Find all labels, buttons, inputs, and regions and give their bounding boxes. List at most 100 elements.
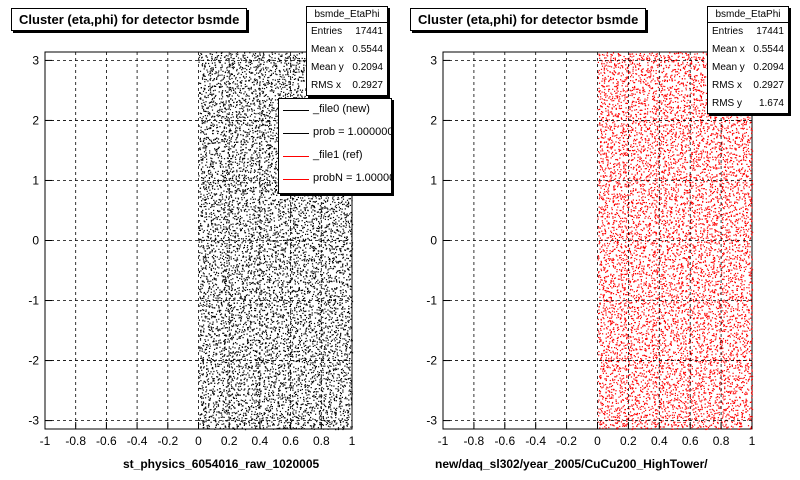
data-point	[246, 214, 248, 216]
data-point	[263, 331, 265, 333]
data-point	[255, 150, 257, 152]
data-point	[245, 98, 247, 100]
data-point	[206, 303, 208, 305]
data-point	[245, 76, 247, 78]
data-point	[212, 392, 214, 394]
data-point	[275, 83, 277, 85]
data-point	[217, 180, 219, 182]
data-point	[262, 189, 264, 191]
data-point	[279, 287, 281, 289]
data-point	[201, 177, 203, 179]
data-point	[262, 235, 264, 237]
data-point	[265, 169, 267, 171]
data-point	[229, 66, 231, 68]
data-point	[203, 292, 205, 294]
data-point	[277, 296, 279, 298]
data-point	[243, 165, 245, 167]
data-point	[234, 91, 236, 93]
data-point	[243, 163, 245, 165]
data-point	[204, 129, 206, 131]
data-point	[247, 116, 249, 118]
data-point	[217, 82, 219, 84]
data-point	[255, 259, 257, 261]
data-point	[201, 404, 204, 406]
data-point	[256, 133, 259, 135]
data-point	[240, 229, 242, 232]
data-point	[253, 413, 255, 416]
data-point	[231, 121, 233, 123]
data-point	[268, 184, 270, 186]
data-point	[256, 178, 258, 180]
data-point	[216, 150, 218, 152]
data-point	[230, 55, 232, 57]
data-point	[273, 188, 276, 190]
data-point	[240, 81, 242, 83]
data-point	[270, 85, 272, 88]
data-point	[230, 141, 232, 143]
data-point	[200, 214, 202, 216]
data-point	[219, 329, 221, 331]
data-point	[240, 420, 242, 422]
data-point	[223, 212, 225, 214]
data-point	[244, 77, 246, 79]
data-point	[207, 245, 210, 247]
data-point	[235, 360, 237, 362]
data-point	[282, 415, 284, 417]
data-point	[281, 338, 283, 340]
data-point	[250, 136, 253, 138]
data-point	[269, 327, 271, 329]
data-point	[200, 168, 203, 170]
data-point	[225, 398, 227, 400]
data-point	[266, 261, 268, 263]
data-point	[230, 117, 232, 119]
data-point	[248, 230, 250, 232]
data-point	[210, 53, 212, 55]
data-point	[223, 322, 225, 324]
data-point	[278, 394, 280, 396]
data-point	[266, 183, 268, 185]
data-point	[203, 199, 205, 201]
data-point	[240, 193, 242, 195]
data-point	[238, 99, 240, 101]
data-point	[249, 304, 251, 306]
data-point	[249, 408, 251, 410]
data-point	[209, 127, 211, 130]
data-point	[255, 386, 257, 388]
data-point	[251, 376, 253, 378]
data-point	[253, 266, 255, 268]
data-point	[227, 285, 230, 287]
data-point	[245, 95, 247, 97]
data-point	[264, 221, 266, 223]
data-point	[270, 362, 273, 365]
data-point	[263, 185, 265, 187]
data-point	[249, 257, 251, 259]
data-point	[251, 162, 253, 164]
data-point	[231, 284, 233, 286]
data-point	[237, 213, 239, 215]
data-point	[242, 54, 244, 56]
data-point	[239, 156, 242, 158]
data-point	[255, 90, 257, 92]
data-point	[239, 403, 241, 405]
data-point	[263, 57, 265, 59]
data-point	[281, 323, 283, 325]
data-point	[268, 395, 270, 397]
data-point	[267, 378, 270, 380]
data-point	[256, 223, 259, 225]
data-point	[210, 93, 212, 95]
data-point	[258, 248, 260, 250]
data-point	[278, 427, 280, 429]
data-point	[280, 314, 282, 316]
data-point	[202, 182, 204, 184]
data-point	[287, 412, 289, 414]
data-point	[210, 60, 213, 62]
data-point	[264, 210, 266, 212]
data-point	[278, 390, 280, 392]
data-point	[247, 228, 249, 230]
data-point	[286, 262, 288, 264]
data-point	[232, 213, 234, 215]
data-point	[212, 185, 214, 187]
data-point	[267, 369, 269, 372]
data-point	[257, 251, 259, 253]
data-point	[260, 206, 262, 208]
